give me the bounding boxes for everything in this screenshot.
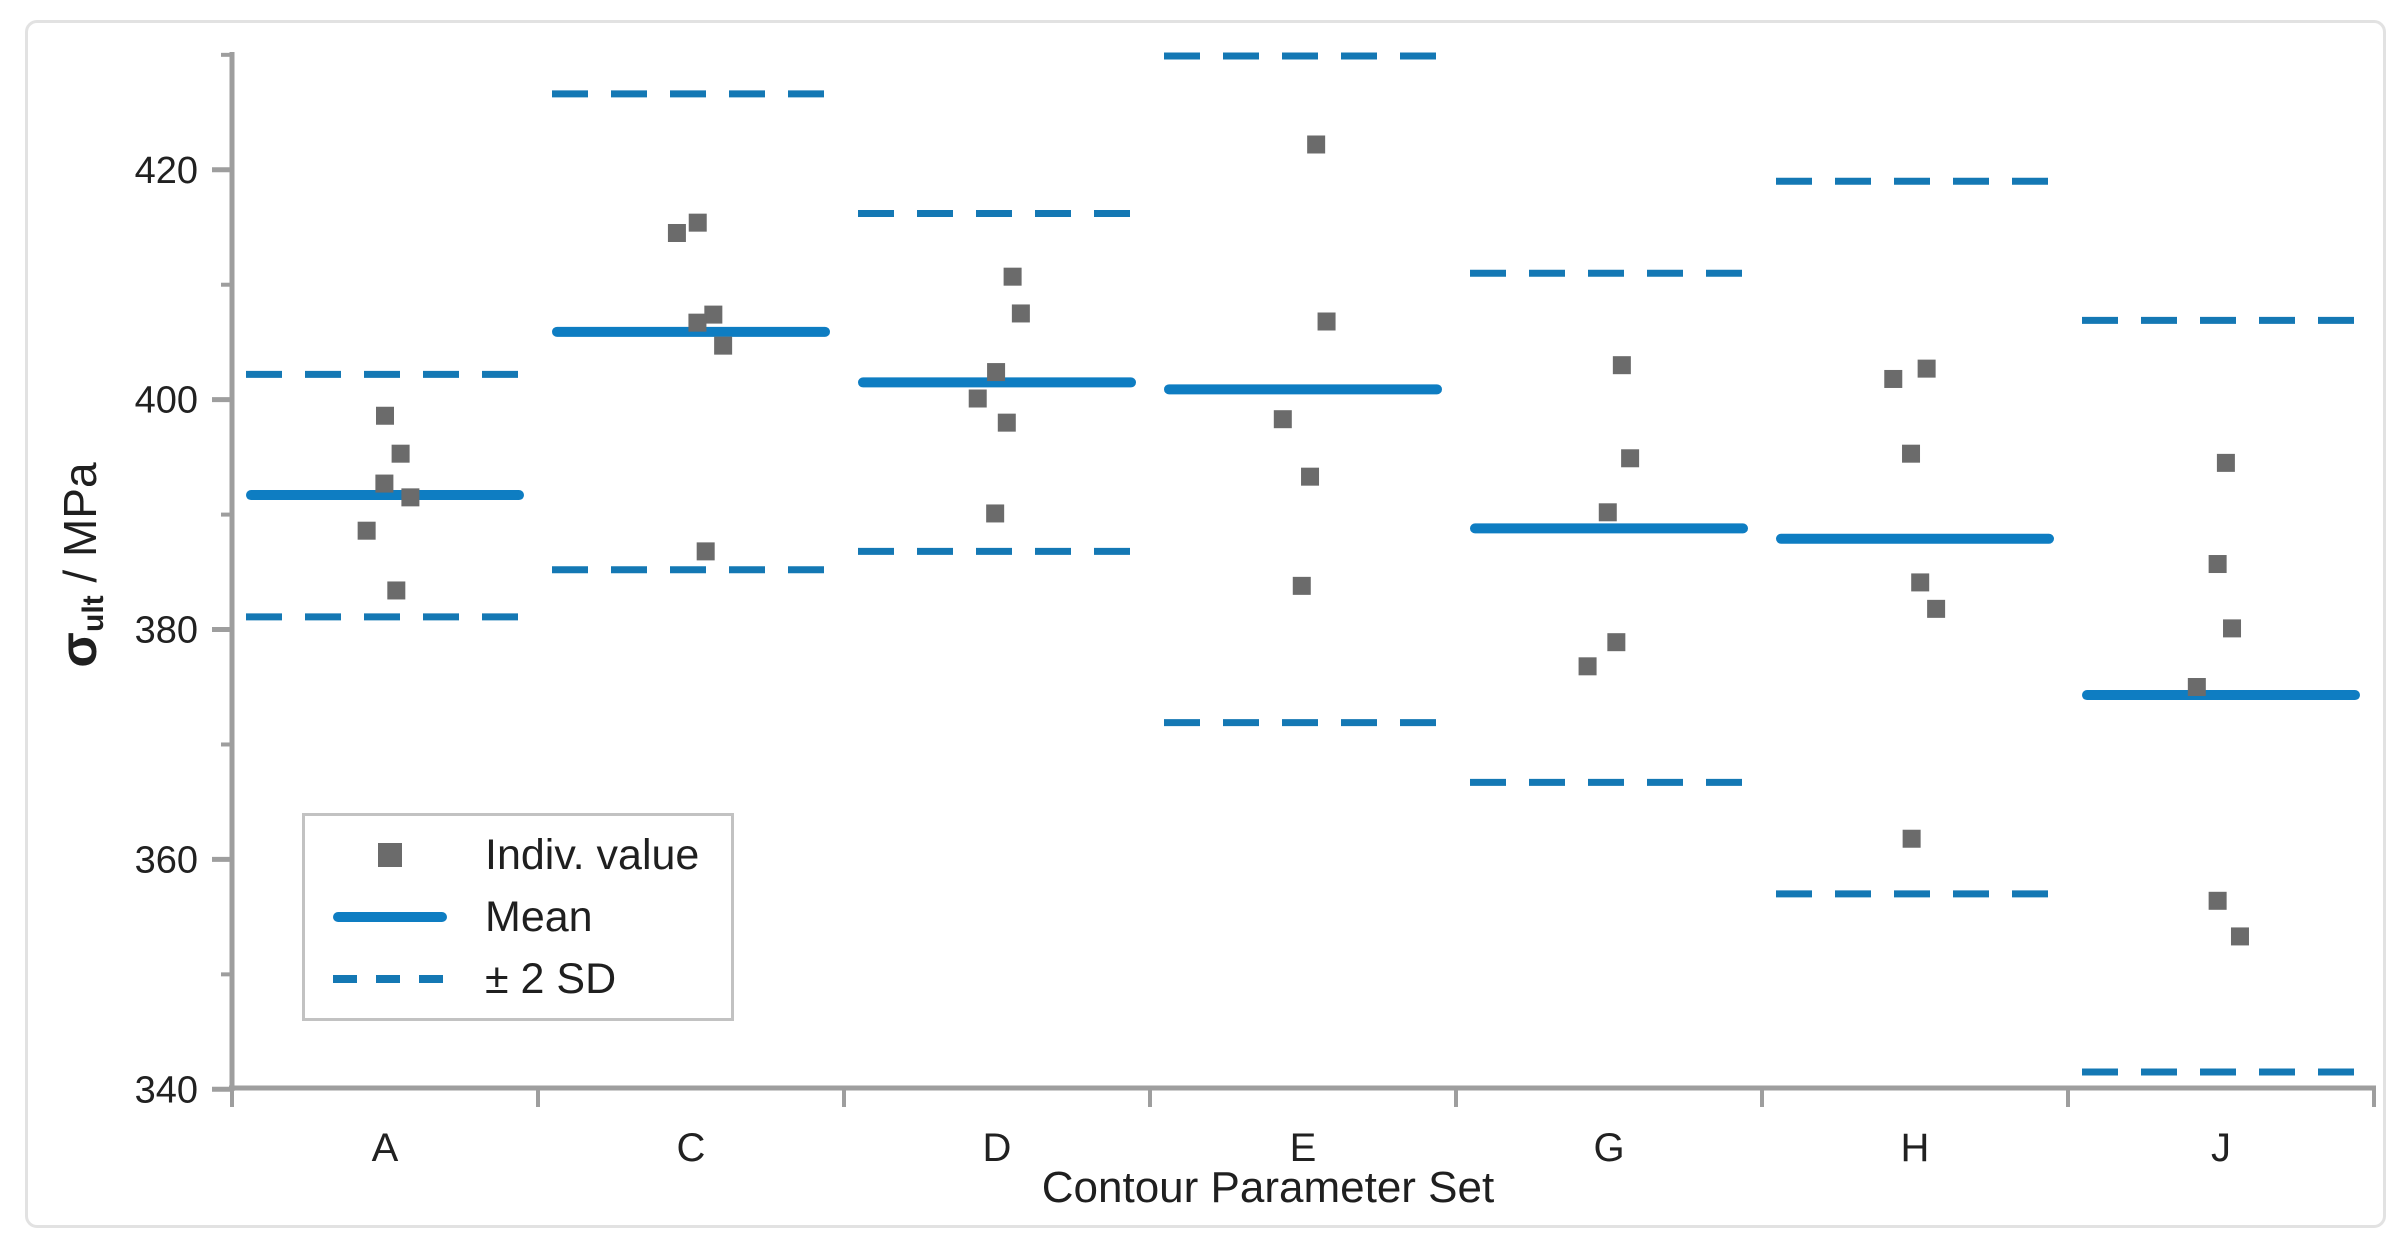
x-tick-label-C: C <box>677 1126 706 1170</box>
x-tick-label-D: D <box>983 1126 1012 1170</box>
data-point-J <box>2187 678 2206 697</box>
y-axis-title: σult / MPa <box>49 462 111 667</box>
legend-item-mean: Mean <box>305 886 731 948</box>
data-point-A <box>401 488 420 507</box>
data-point-G <box>1607 633 1626 652</box>
y-tick-label: 420 <box>135 150 198 192</box>
data-point-A <box>376 406 394 425</box>
data-point-C <box>688 313 707 332</box>
data-point-H <box>1884 369 1903 388</box>
x-tick-label-A: A <box>372 1126 399 1170</box>
y-tick-label: 400 <box>135 380 198 422</box>
data-point-C <box>688 213 707 232</box>
data-point-E <box>1317 312 1336 331</box>
data-point-D <box>968 389 987 408</box>
x-tick-label-G: G <box>1593 1126 1624 1170</box>
data-point-G <box>1612 356 1631 375</box>
sd-line-icon <box>333 975 447 983</box>
legend-label-indiv-value: Indiv. value <box>485 830 700 879</box>
sigma-symbol: σ <box>50 632 109 668</box>
data-point-G <box>1621 449 1640 468</box>
data-point-H <box>1917 359 1936 378</box>
data-point-E <box>1301 467 1320 486</box>
indiv-value-marker-icon <box>378 843 402 867</box>
legend-label-mean: Mean <box>485 892 593 941</box>
data-point-H <box>1902 444 1921 463</box>
legend-item-indiv-value: Indiv. value <box>305 824 731 886</box>
data-point-A <box>357 521 376 540</box>
data-point-J <box>2208 891 2227 910</box>
data-point-H <box>1911 573 1930 592</box>
data-point-D <box>1003 267 1022 286</box>
legend: Indiv. value Mean ± 2 SD <box>302 813 734 1021</box>
data-point-D <box>1011 304 1030 323</box>
data-point-C <box>667 223 686 242</box>
data-point-J <box>2208 555 2227 574</box>
data-point-A <box>375 474 394 493</box>
y-tick-label: 380 <box>135 610 198 652</box>
data-point-E <box>1273 410 1292 429</box>
data-point-E <box>1292 576 1311 595</box>
data-point-D <box>986 504 1005 523</box>
x-tick-label-E: E <box>1290 1126 1317 1170</box>
data-point-H <box>1927 599 1946 618</box>
data-point-C <box>696 542 715 561</box>
y-tick-label: 360 <box>135 839 198 881</box>
x-axis-title: Contour Parameter Set <box>1041 1163 1495 1212</box>
sigma-subscript: ult <box>76 595 110 633</box>
x-tick-label-H: H <box>1901 1126 1930 1170</box>
data-point-A <box>391 444 410 463</box>
data-point-D <box>987 363 1006 382</box>
data-point-J <box>2230 927 2249 946</box>
data-point-J <box>2216 453 2235 472</box>
data-point-D <box>997 413 1016 432</box>
mean-line-icon <box>333 912 447 922</box>
data-point-G <box>1598 503 1617 522</box>
data-point-E <box>1307 135 1326 154</box>
legend-label-2sd: ± 2 SD <box>485 954 617 1003</box>
y-tick-label: 340 <box>135 1069 198 1111</box>
legend-item-2sd: ± 2 SD <box>305 948 731 1010</box>
data-point-H <box>1902 829 1921 848</box>
data-point-G <box>1578 657 1597 676</box>
y-axis-unit: / MPa <box>54 462 107 596</box>
data-point-J <box>2223 619 2242 638</box>
data-point-C <box>714 336 733 355</box>
data-point-C <box>704 305 723 324</box>
data-point-A <box>387 581 406 600</box>
x-tick-label-J: J <box>2211 1126 2231 1170</box>
